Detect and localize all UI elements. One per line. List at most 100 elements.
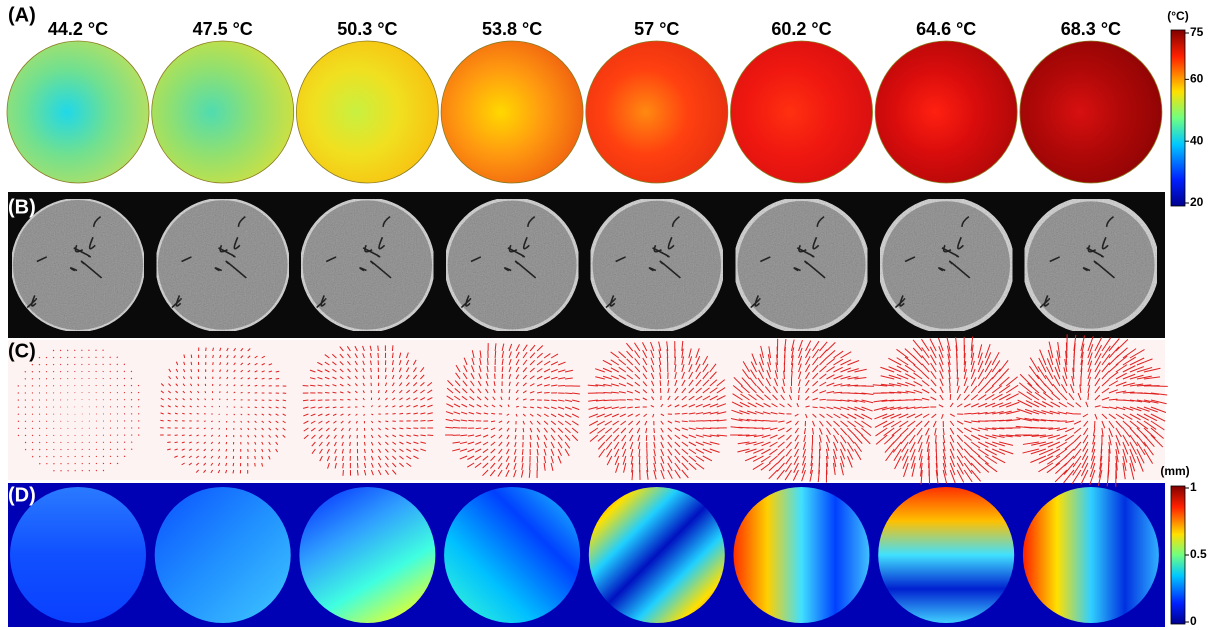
vector bbox=[317, 384, 323, 387]
vector bbox=[484, 404, 489, 408]
vector bbox=[482, 448, 489, 454]
vector bbox=[1122, 455, 1127, 472]
vector bbox=[742, 369, 750, 380]
vector bbox=[819, 349, 828, 359]
vector bbox=[354, 345, 358, 352]
vector bbox=[1083, 427, 1089, 436]
vector bbox=[626, 358, 634, 366]
vector bbox=[956, 394, 961, 401]
vector bbox=[610, 351, 620, 359]
vector bbox=[515, 374, 520, 380]
vector bbox=[183, 368, 186, 373]
vector bbox=[970, 385, 978, 394]
vector bbox=[461, 395, 468, 401]
vector bbox=[642, 373, 648, 380]
vector bbox=[847, 441, 854, 452]
vector bbox=[1122, 373, 1136, 380]
vector bbox=[1063, 367, 1068, 380]
vector bbox=[1047, 441, 1061, 448]
vector bbox=[233, 398, 236, 401]
vector bbox=[240, 384, 243, 387]
vector bbox=[1115, 406, 1126, 411]
vector bbox=[1057, 342, 1061, 359]
vector bbox=[182, 398, 186, 401]
vector bbox=[761, 448, 771, 455]
vector bbox=[977, 385, 986, 394]
vector bbox=[913, 389, 923, 394]
vector bbox=[354, 368, 358, 373]
vector bbox=[833, 366, 843, 373]
vector bbox=[745, 434, 757, 437]
vector bbox=[268, 363, 273, 366]
vector bbox=[303, 420, 309, 425]
crack bbox=[904, 256, 916, 263]
vector bbox=[475, 434, 482, 438]
vector bbox=[1075, 402, 1082, 408]
vector bbox=[681, 348, 684, 359]
vector bbox=[557, 455, 562, 464]
crack bbox=[171, 298, 182, 309]
vector bbox=[218, 420, 221, 423]
vector bbox=[758, 361, 764, 373]
vector bbox=[998, 368, 1010, 380]
vector bbox=[596, 413, 605, 418]
vector bbox=[854, 420, 864, 428]
vector bbox=[492, 388, 496, 394]
vector bbox=[653, 441, 656, 449]
vector bbox=[1087, 352, 1093, 366]
vector bbox=[123, 448, 126, 450]
vector bbox=[1089, 469, 1096, 486]
vector bbox=[1029, 357, 1040, 373]
vector bbox=[780, 394, 785, 401]
vector bbox=[1115, 455, 1118, 471]
vector bbox=[1108, 406, 1118, 410]
vector bbox=[261, 455, 264, 460]
vector bbox=[688, 441, 697, 447]
vector bbox=[474, 455, 482, 461]
vector bbox=[339, 361, 344, 366]
crack bbox=[181, 256, 192, 263]
vector bbox=[636, 427, 641, 434]
vector bbox=[794, 413, 799, 417]
vector bbox=[1097, 469, 1103, 486]
vector bbox=[1101, 413, 1108, 420]
vector bbox=[1071, 469, 1082, 484]
vector bbox=[1094, 361, 1102, 373]
vector bbox=[1101, 345, 1111, 359]
vector bbox=[491, 404, 496, 408]
vector bbox=[557, 413, 564, 418]
vector bbox=[741, 377, 750, 387]
vector bbox=[392, 462, 397, 468]
vector bbox=[219, 369, 221, 373]
vector bbox=[1024, 417, 1039, 422]
vector bbox=[956, 434, 964, 442]
vector bbox=[363, 413, 365, 417]
vector bbox=[1064, 448, 1075, 459]
vector bbox=[175, 383, 179, 387]
vector bbox=[182, 383, 186, 387]
vector bbox=[197, 376, 200, 380]
vector bbox=[912, 339, 923, 352]
vector bbox=[529, 344, 536, 352]
vector bbox=[893, 448, 902, 461]
vector bbox=[770, 411, 778, 415]
vector bbox=[398, 382, 403, 387]
vector bbox=[565, 377, 573, 380]
vector bbox=[910, 455, 916, 469]
vector bbox=[809, 462, 813, 474]
crack bbox=[378, 236, 386, 250]
vector bbox=[760, 345, 764, 359]
vector bbox=[507, 404, 510, 408]
vector bbox=[978, 434, 989, 440]
vector bbox=[167, 390, 172, 394]
vector bbox=[203, 455, 207, 459]
vector bbox=[508, 366, 512, 373]
vector bbox=[732, 393, 743, 401]
vector bbox=[854, 376, 867, 380]
vector bbox=[606, 455, 613, 466]
vector bbox=[550, 427, 556, 433]
vector bbox=[571, 420, 579, 426]
vector bbox=[1101, 379, 1110, 387]
vector bbox=[833, 448, 837, 460]
vector bbox=[529, 367, 535, 373]
